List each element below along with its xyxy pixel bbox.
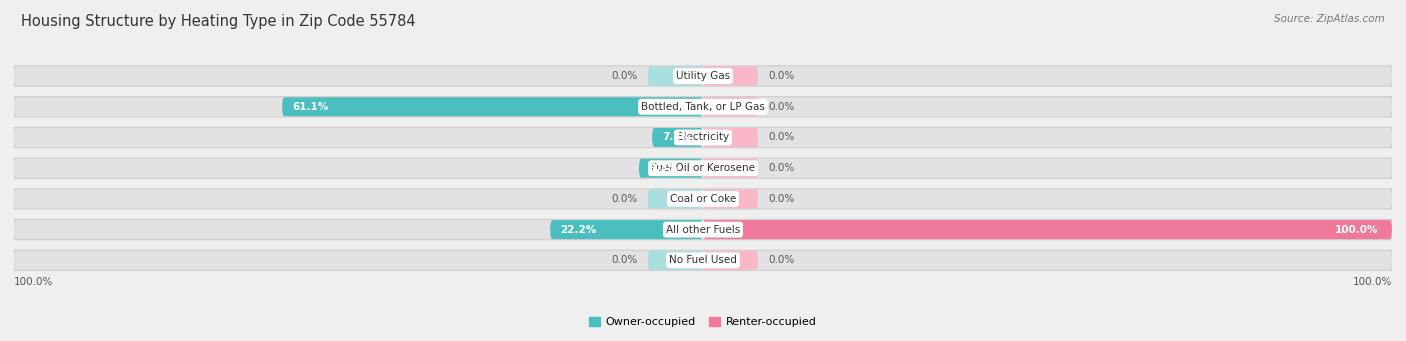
FancyBboxPatch shape [14, 66, 1392, 86]
Text: 100.0%: 100.0% [1334, 225, 1378, 235]
FancyBboxPatch shape [703, 189, 758, 208]
Text: 22.2%: 22.2% [561, 225, 596, 235]
FancyBboxPatch shape [11, 188, 1395, 210]
FancyBboxPatch shape [11, 219, 1395, 240]
FancyBboxPatch shape [14, 251, 1392, 270]
FancyBboxPatch shape [652, 128, 703, 147]
FancyBboxPatch shape [11, 250, 1395, 271]
Text: 0.0%: 0.0% [612, 194, 637, 204]
FancyBboxPatch shape [14, 220, 1392, 239]
FancyBboxPatch shape [703, 128, 758, 147]
FancyBboxPatch shape [703, 66, 758, 86]
Text: 61.1%: 61.1% [292, 102, 329, 112]
Text: 0.0%: 0.0% [769, 102, 794, 112]
FancyBboxPatch shape [11, 127, 1395, 148]
FancyBboxPatch shape [11, 158, 1395, 179]
Text: Coal or Coke: Coal or Coke [669, 194, 737, 204]
FancyBboxPatch shape [14, 189, 1392, 208]
Text: Housing Structure by Heating Type in Zip Code 55784: Housing Structure by Heating Type in Zip… [21, 14, 416, 29]
FancyBboxPatch shape [638, 159, 703, 178]
FancyBboxPatch shape [703, 97, 758, 116]
Text: Electricity: Electricity [676, 133, 730, 143]
FancyBboxPatch shape [14, 97, 1392, 116]
Text: Bottled, Tank, or LP Gas: Bottled, Tank, or LP Gas [641, 102, 765, 112]
FancyBboxPatch shape [283, 97, 703, 116]
FancyBboxPatch shape [648, 66, 703, 86]
Legend: Owner-occupied, Renter-occupied: Owner-occupied, Renter-occupied [585, 313, 821, 332]
Text: No Fuel Used: No Fuel Used [669, 255, 737, 265]
FancyBboxPatch shape [11, 65, 1395, 87]
Text: 0.0%: 0.0% [769, 133, 794, 143]
Text: Fuel Oil or Kerosene: Fuel Oil or Kerosene [651, 163, 755, 173]
Text: 0.0%: 0.0% [769, 194, 794, 204]
Text: 100.0%: 100.0% [1353, 278, 1392, 287]
FancyBboxPatch shape [14, 128, 1392, 147]
Text: 0.0%: 0.0% [769, 163, 794, 173]
Text: 0.0%: 0.0% [612, 255, 637, 265]
Text: 0.0%: 0.0% [769, 255, 794, 265]
FancyBboxPatch shape [703, 251, 758, 270]
Text: 0.0%: 0.0% [769, 71, 794, 81]
FancyBboxPatch shape [550, 220, 703, 239]
FancyBboxPatch shape [11, 96, 1395, 118]
Text: Utility Gas: Utility Gas [676, 71, 730, 81]
FancyBboxPatch shape [703, 159, 758, 178]
FancyBboxPatch shape [648, 189, 703, 208]
FancyBboxPatch shape [14, 159, 1392, 178]
Text: Source: ZipAtlas.com: Source: ZipAtlas.com [1274, 14, 1385, 24]
Text: All other Fuels: All other Fuels [666, 225, 740, 235]
Text: 0.0%: 0.0% [612, 71, 637, 81]
FancyBboxPatch shape [648, 251, 703, 270]
FancyBboxPatch shape [703, 220, 1392, 239]
Text: 9.3%: 9.3% [650, 163, 678, 173]
Text: 100.0%: 100.0% [14, 278, 53, 287]
Text: 7.4%: 7.4% [662, 133, 692, 143]
